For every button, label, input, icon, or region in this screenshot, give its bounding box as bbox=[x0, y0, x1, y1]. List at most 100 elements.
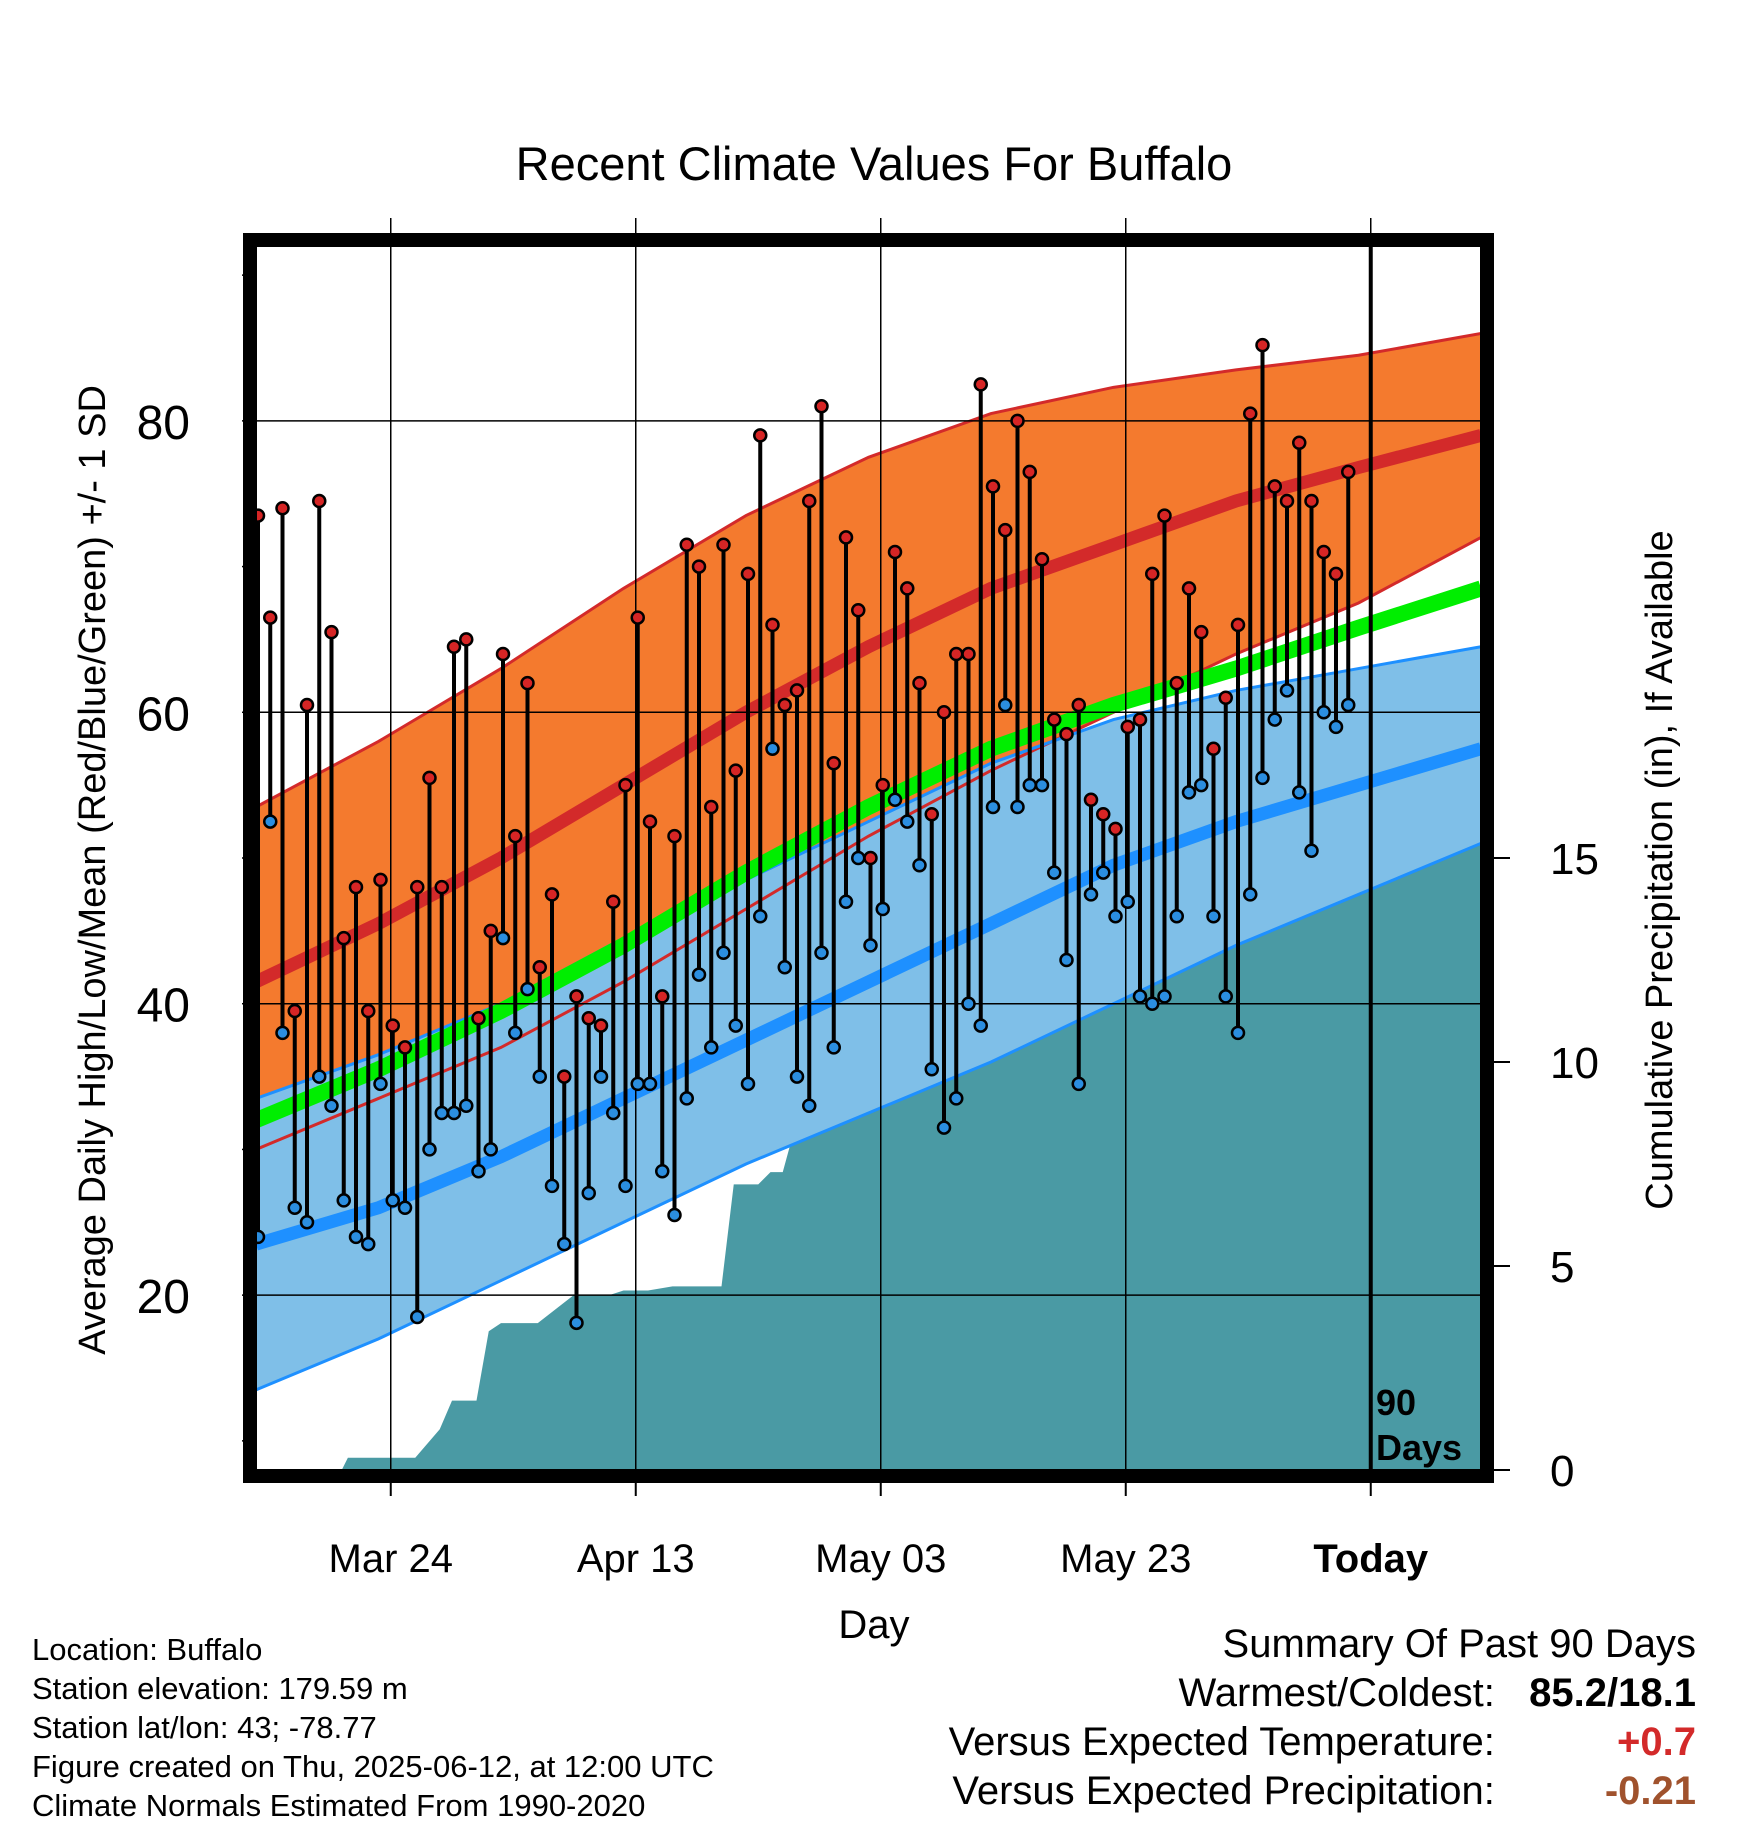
daily-high-point bbox=[851, 603, 866, 618]
daily-low-point bbox=[1083, 887, 1099, 902]
daily-low-point bbox=[875, 901, 890, 917]
y-axis-label-left: Average Daily High/Low/Mean (Red/Blue/Gr… bbox=[72, 385, 114, 1355]
daily-high-point bbox=[1194, 624, 1209, 640]
high-upper-edge bbox=[256, 331, 1481, 809]
daily-high-point bbox=[397, 1040, 413, 1055]
high-sd-band bbox=[256, 333, 1481, 1150]
daily-low-point bbox=[1230, 1025, 1246, 1041]
daily-low-point bbox=[569, 1315, 584, 1331]
daily-high-point bbox=[1206, 741, 1221, 756]
daily-low-point bbox=[1108, 909, 1123, 924]
x-tick-label: May 23 bbox=[1060, 1537, 1191, 1581]
daily-high-point bbox=[324, 624, 339, 640]
daily-high-point bbox=[581, 1011, 596, 1026]
x-axis-label: Day bbox=[838, 1603, 909, 1647]
daily-low-point bbox=[593, 1069, 609, 1084]
daily-high-point bbox=[483, 923, 498, 939]
daily-low-point bbox=[924, 1062, 939, 1077]
summary-title: Summary Of Past 90 Days bbox=[1222, 1622, 1696, 1666]
daily-high-point bbox=[1230, 617, 1246, 633]
daily-low-point bbox=[434, 1105, 449, 1121]
today-label-line2: Days bbox=[1376, 1427, 1462, 1468]
daily-high-point bbox=[287, 1003, 302, 1019]
daily-low-point bbox=[1034, 777, 1050, 793]
daily-high-point bbox=[544, 887, 560, 902]
daily-low-point bbox=[483, 1142, 498, 1157]
daily-low-point bbox=[263, 814, 278, 829]
daily-low-point bbox=[1145, 996, 1160, 1011]
daily-low-point bbox=[753, 909, 768, 924]
daily-high-point bbox=[753, 428, 768, 443]
daily-low-point bbox=[1328, 719, 1344, 735]
daily-low-point bbox=[814, 945, 829, 960]
daily-low-point bbox=[667, 1207, 682, 1223]
daily-low-point bbox=[324, 1098, 339, 1113]
daily-high-point bbox=[1145, 566, 1160, 582]
axes: 20 40 60 80 0 5 10 15 Mar 24 Apr 13 May 03 May 23 To… bbox=[137, 218, 1599, 1581]
daily-low-point bbox=[642, 1076, 658, 1092]
y-tick-label-right: 0 bbox=[1550, 1447, 1574, 1496]
daily-high-point bbox=[655, 989, 670, 1004]
x-tick-label: Apr 13 bbox=[577, 1537, 695, 1581]
daily-low-point bbox=[802, 1098, 817, 1113]
daily-low-point bbox=[336, 1193, 351, 1208]
daily-low-point bbox=[1071, 1076, 1086, 1092]
summary-panel: Summary Of Past 90 Days Warmest/Coldest:… bbox=[949, 1620, 1696, 1816]
daily-low-point bbox=[1059, 952, 1074, 968]
daily-low-point bbox=[1218, 989, 1233, 1004]
daily-high-point bbox=[1279, 493, 1295, 509]
daily-low-point bbox=[471, 1164, 486, 1179]
daily-low-point bbox=[397, 1200, 413, 1215]
daily-low-point bbox=[1267, 712, 1282, 727]
daily-low-point bbox=[851, 850, 866, 866]
daily-low-point bbox=[1096, 865, 1111, 880]
daily-low-point bbox=[1010, 799, 1025, 815]
daily-high-point bbox=[275, 501, 290, 516]
daily-low-point bbox=[1255, 770, 1270, 786]
daily-low-point bbox=[1047, 865, 1062, 880]
daily-low-point bbox=[1304, 843, 1319, 858]
daily-low-point bbox=[1169, 909, 1184, 924]
daily-low-point bbox=[299, 1215, 315, 1230]
daily-low-point bbox=[410, 1309, 425, 1325]
daily-high-point bbox=[863, 850, 878, 866]
daily-low-point bbox=[765, 741, 780, 756]
daily-high-point bbox=[1059, 726, 1074, 742]
figure-created: Figure created on Thu, 2025-06-12, at 12… bbox=[32, 1749, 714, 1784]
daily-high-point bbox=[998, 522, 1013, 538]
daily-high-point bbox=[667, 828, 682, 844]
daily-low-point bbox=[532, 1069, 547, 1084]
daily-high-point bbox=[900, 581, 915, 596]
daily-high-point bbox=[814, 399, 829, 414]
daily-high-point bbox=[1010, 413, 1025, 429]
daily-low-point bbox=[422, 1142, 437, 1157]
x-tick-label: Today bbox=[1313, 1537, 1429, 1581]
station-info: Location: Buffalo Station elevation: 179… bbox=[32, 1630, 714, 1825]
y-tick-label-left: 60 bbox=[137, 688, 190, 741]
daily-low-point bbox=[373, 1076, 388, 1092]
daily-low-point bbox=[1132, 989, 1148, 1004]
normal-mean-line bbox=[256, 580, 1481, 1128]
daily-high-point bbox=[740, 566, 756, 582]
daily-high-point bbox=[912, 675, 927, 691]
daily-low-point bbox=[508, 1025, 523, 1041]
daily-low-point bbox=[446, 1105, 462, 1121]
daily-high-point bbox=[961, 646, 976, 662]
daily-low-point bbox=[691, 967, 707, 982]
daily-high-point bbox=[1132, 712, 1148, 727]
daily-high-point bbox=[1328, 566, 1344, 582]
daily-low-point bbox=[777, 960, 792, 975]
daily-low-point bbox=[256, 1229, 266, 1245]
daily-high-point bbox=[704, 799, 719, 815]
daily-low-point bbox=[826, 1040, 841, 1055]
daily-high-point bbox=[410, 879, 425, 895]
daily-low-point bbox=[606, 1105, 621, 1121]
daily-high-point bbox=[1047, 712, 1062, 727]
precip-departure-value: -0.21 bbox=[1604, 1769, 1696, 1813]
daily-high-point bbox=[606, 894, 621, 909]
y-tick-label-left: 20 bbox=[137, 1271, 190, 1324]
daily-high-point bbox=[593, 1018, 609, 1033]
daily-low-point bbox=[312, 1069, 327, 1084]
daily-high-point bbox=[936, 705, 952, 720]
